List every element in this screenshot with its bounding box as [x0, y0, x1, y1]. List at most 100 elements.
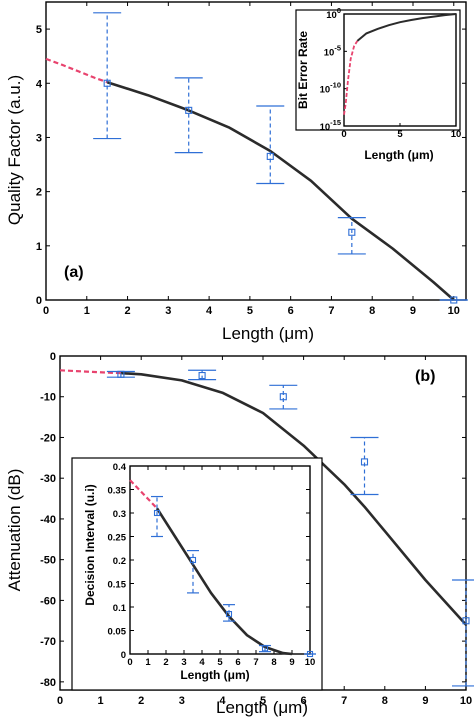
inset-a-fit-line [356, 13, 457, 42]
inset-b-y-tick-label: 0.05 [108, 627, 127, 638]
panel-b-data-marker [279, 393, 287, 401]
inset-b-x-tick-label: 0 [127, 657, 132, 668]
inset-b-y-tick-label: 0 [121, 650, 126, 661]
inset-b-y-tick-label: 0.4 [113, 462, 127, 473]
panel-a-plot-frame [45, 1, 467, 301]
inset-b-extrapolation-line [129, 479, 158, 510]
panel-b-x-tick-label: 6 [301, 695, 307, 707]
inset-b-data-marker [306, 650, 314, 658]
inset-b-y-tick-label: 0.25 [108, 533, 127, 544]
panel-b-x-tick-label: 3 [179, 695, 185, 707]
panel-b-x-tick-label: 2 [138, 695, 144, 707]
panel-a-data-marker [266, 152, 274, 160]
panel-a-x-tick-label: 7 [328, 305, 334, 317]
inset-b-x-title: Length (μm) [180, 668, 249, 682]
inset-a-y-tick-label: 10-5 [324, 43, 341, 58]
panel-b-x-tick-label: 9 [422, 695, 428, 707]
inset-b-y-tick-label: 0.15 [108, 580, 127, 591]
panel-b-x-tick-label: 4 [219, 695, 226, 707]
panel-b-fit-line [120, 371, 467, 626]
x-axis-title-b: Length (μm) [216, 698, 308, 717]
inset-a-frame [295, 9, 461, 131]
panel-a-x-tick-label: 5 [247, 305, 253, 317]
panel-b-data-marker [462, 617, 470, 625]
inset-b-y-tick-label: 0.1 [113, 603, 127, 614]
panel-b-y-tick-label: -20 [40, 432, 56, 444]
panel-b-data-marker [360, 458, 369, 466]
panel-label-a: (a) [64, 264, 84, 281]
panel-a-y-tick-label: 0 [36, 295, 42, 307]
panel-a-y-tick-label: 1 [36, 241, 42, 253]
panel-b-data-marker [117, 370, 125, 378]
panel-a-x-tick-label: 3 [165, 305, 171, 317]
inset-a-y-tick-label: 10-15 [320, 118, 341, 133]
inset-b-x-tick-label: 8 [271, 657, 276, 668]
inset-b-x-tick-label: 4 [199, 657, 205, 668]
panel-b-y-tick-label: 0 [50, 351, 56, 363]
inset-b-data-marker [225, 610, 233, 618]
panel-a-x-tick-label: 8 [369, 305, 375, 317]
inset-b-y-tick-label: 0.3 [113, 509, 126, 520]
panel-a-y-tick-label: 2 [36, 187, 42, 199]
panel-a-x-tick-label: 6 [288, 305, 294, 317]
panel-b-y-tick-label: -10 [40, 392, 56, 404]
inset-a-x-tick-label: 5 [397, 129, 403, 140]
inset-b-y-tick-label: 0.35 [108, 486, 127, 497]
panel-a-x-tick-label: 2 [124, 305, 130, 317]
inset-b-x-tick-label: 6 [235, 657, 240, 668]
inset-a-y-title: Bit Error Rate [296, 31, 310, 109]
panel-a-fit-line [106, 80, 455, 301]
panel-label-b: (b) [415, 368, 435, 385]
panel-a-y-tick-label: 3 [36, 132, 42, 144]
inset-b-x-tick-label: 1 [145, 657, 151, 668]
panel-a-x-tick-label: 1 [84, 305, 90, 317]
panel-a-quality-factor: (a) Length (μm) Quality Factor (a.u.) Bi… [5, 1, 468, 343]
panel-a-x-tick-label: 9 [410, 305, 416, 317]
inset-b-x-tick-label: 10 [305, 657, 316, 668]
panel-b-x-tick-label: 1 [98, 695, 104, 707]
inset-b-x-tick-label: 3 [181, 657, 186, 668]
panel-b-extrapolation-line [59, 369, 121, 375]
y-axis-title-b: Attenuation (dB) [5, 469, 24, 592]
panel-b-attenuation: (b) Length (μm) Attenuation (dB) 0 1 2 3 4 5 6… [5, 351, 474, 717]
y-axis-title-a: Quality Factor (a.u.) [5, 75, 24, 225]
inset-b-data-marker [153, 509, 161, 517]
panel-b-y-tick-label: -80 [40, 677, 56, 689]
panel-a-x-tick-label: 10 [448, 305, 460, 317]
panel-a-data-marker [348, 228, 356, 236]
inset-a-x-title: Length (μm) [364, 148, 433, 162]
inset-a-x-tick-label: 10 [451, 129, 462, 140]
inset-a-y-tick-label: 100 [326, 6, 341, 21]
inset-b-x-tick-label: 7 [253, 657, 258, 668]
inset-a-extrapolation-line [343, 40, 359, 115]
panel-a-data-marker [450, 296, 458, 304]
panel-b-x-tick-label: 7 [341, 695, 347, 707]
inset-b-x-tick-label: 2 [163, 657, 168, 668]
panel-b-data-marker [198, 372, 206, 380]
panel-b-y-tick-label: -50 [40, 555, 56, 567]
inset-a-x-tick-label: 0 [341, 129, 346, 140]
panel-a-x-tick-label: 0 [43, 305, 49, 317]
inset-b-y-title: Decision Interval (u.i) [83, 484, 97, 605]
inset-b-x-tick-label: 9 [289, 657, 294, 668]
panel-b-y-tick-label: -40 [40, 514, 56, 526]
panel-b-x-tick-label: 0 [57, 695, 63, 707]
inset-b-y-tick-label: 0.2 [113, 556, 126, 567]
panel-a-y-tick-label: 5 [36, 24, 42, 36]
panel-a-extrapolation-line [45, 57, 108, 84]
panel-b-x-tick-label: 10 [460, 695, 472, 707]
panel-b-x-tick-label: 5 [260, 695, 266, 707]
panel-b-y-tick-label: -60 [40, 595, 56, 607]
inset-a-y-tick-label: 10-10 [320, 81, 341, 96]
panel-b-x-tick-label: 8 [382, 695, 388, 707]
x-axis-title-a: Length (μm) [222, 324, 314, 343]
inset-b-data-marker [261, 645, 269, 652]
panel-a-x-tick-label: 4 [206, 305, 213, 317]
panel-b-y-tick-label: -30 [40, 473, 56, 485]
panel-a-data-marker [103, 79, 111, 87]
panel-b-y-tick-label: -70 [40, 636, 56, 648]
panel-a-y-tick-label: 4 [36, 78, 43, 90]
panel-a-data-marker [185, 106, 193, 114]
inset-b-x-tick-label: 5 [217, 657, 223, 668]
